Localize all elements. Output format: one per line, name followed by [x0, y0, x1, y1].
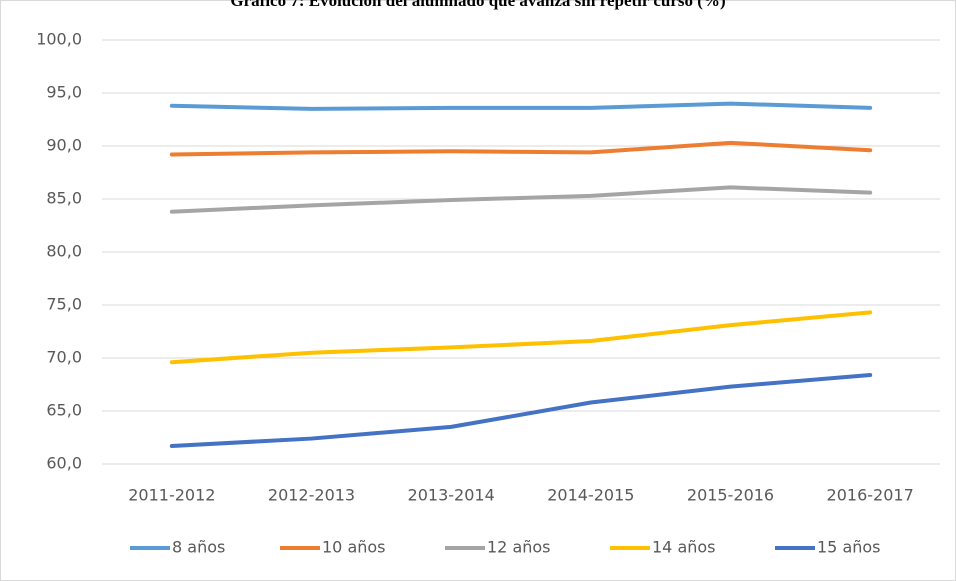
y-tick-label: 65,0 [46, 401, 82, 420]
y-tick-label: 85,0 [46, 189, 82, 208]
legend-label: 14 años [652, 538, 716, 557]
x-tick-label: 2013-2014 [408, 486, 495, 505]
y-tick-label: 70,0 [46, 348, 82, 367]
x-tick-label: 2015-2016 [687, 486, 774, 505]
x-tick-label: 2014-2015 [547, 486, 634, 505]
x-tick-label: 2011-2012 [128, 486, 215, 505]
legend-label: 8 años [172, 538, 225, 557]
y-tick-label: 95,0 [46, 83, 82, 102]
legend-label: 12 años [487, 538, 551, 557]
y-tick-label: 75,0 [46, 295, 82, 314]
y-tick-label: 100,0 [36, 30, 82, 49]
series-line [169, 185, 873, 214]
x-tick-label: 2012-2013 [268, 486, 355, 505]
y-tick-label: 80,0 [46, 242, 82, 261]
x-tick-label: 2016-2017 [827, 486, 914, 505]
series-line [169, 310, 873, 365]
y-tick-label: 90,0 [46, 136, 82, 155]
chart-title: Gráfico 7: Evolución del alumnado que av… [230, 0, 725, 10]
series-line [169, 101, 873, 111]
y-tick-label: 60,0 [46, 454, 82, 473]
series-line [169, 372, 873, 448]
series-line [169, 140, 873, 157]
legend-label: 10 años [322, 538, 386, 557]
legend-label: 15 años [817, 538, 881, 557]
